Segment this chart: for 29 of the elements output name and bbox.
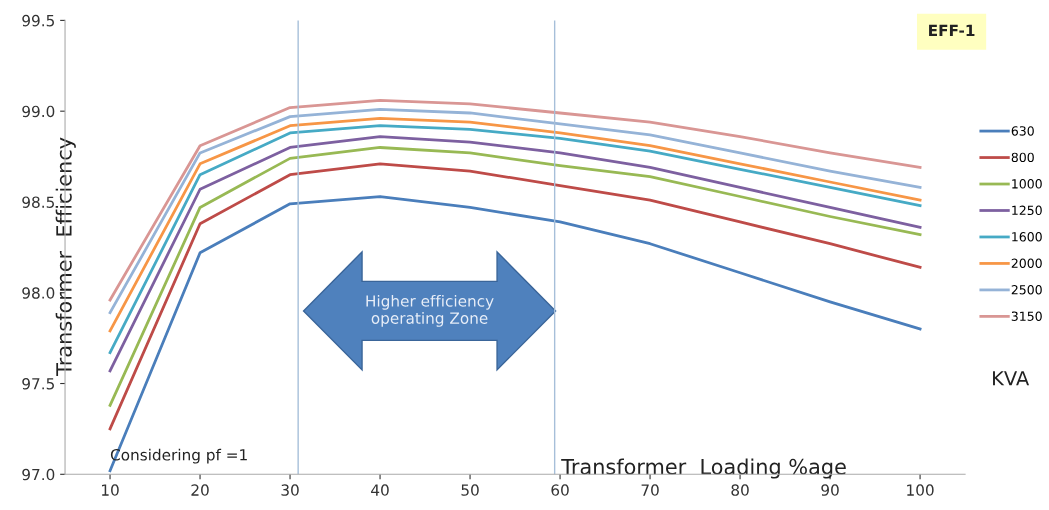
legend-title: KVA bbox=[993, 371, 1030, 386]
x-tick-label: 60 bbox=[551, 484, 569, 496]
y-tick-label: 97.5 bbox=[22, 377, 54, 390]
annotation: Higher efficiency operating Zone bbox=[366, 294, 494, 327]
legend-label: 1000 bbox=[1012, 179, 1042, 189]
y-tick-label: 99.5 bbox=[22, 14, 54, 27]
x-tick-label: 10 bbox=[102, 484, 119, 496]
x-tick-label: 40 bbox=[371, 484, 389, 496]
x-tick-label: 20 bbox=[191, 484, 209, 496]
legend-label: 1600 bbox=[1012, 232, 1042, 242]
legend-label: 3150 bbox=[1011, 311, 1042, 321]
y-axis-title: Transformer Efficiency bbox=[55, 137, 76, 376]
y-tick-label: 99.0 bbox=[22, 105, 55, 118]
legend-label: 2500 bbox=[1011, 285, 1042, 295]
x-tick-label: 70 bbox=[641, 484, 659, 496]
x-tick-label: 30 bbox=[281, 484, 299, 496]
x-tick-label: 80 bbox=[731, 484, 749, 496]
y-tick-label: 97.0 bbox=[22, 468, 55, 481]
annotation: EFF-1 bbox=[929, 24, 975, 36]
legend-label: 800 bbox=[1011, 152, 1034, 163]
legend-label: 2000 bbox=[1011, 258, 1042, 268]
y-tick-label: 98.5 bbox=[22, 196, 54, 208]
legend-label: 1250 bbox=[1012, 205, 1042, 216]
x-tick-label: 50 bbox=[461, 484, 479, 496]
y-tick-label: 98.0 bbox=[22, 287, 55, 299]
x-axis-title: Transformer Loading %age bbox=[561, 458, 846, 479]
x-tick-label: 90 bbox=[821, 484, 839, 496]
x-tick-label: 100 bbox=[907, 484, 934, 496]
legend-label: 630 bbox=[1011, 126, 1034, 136]
